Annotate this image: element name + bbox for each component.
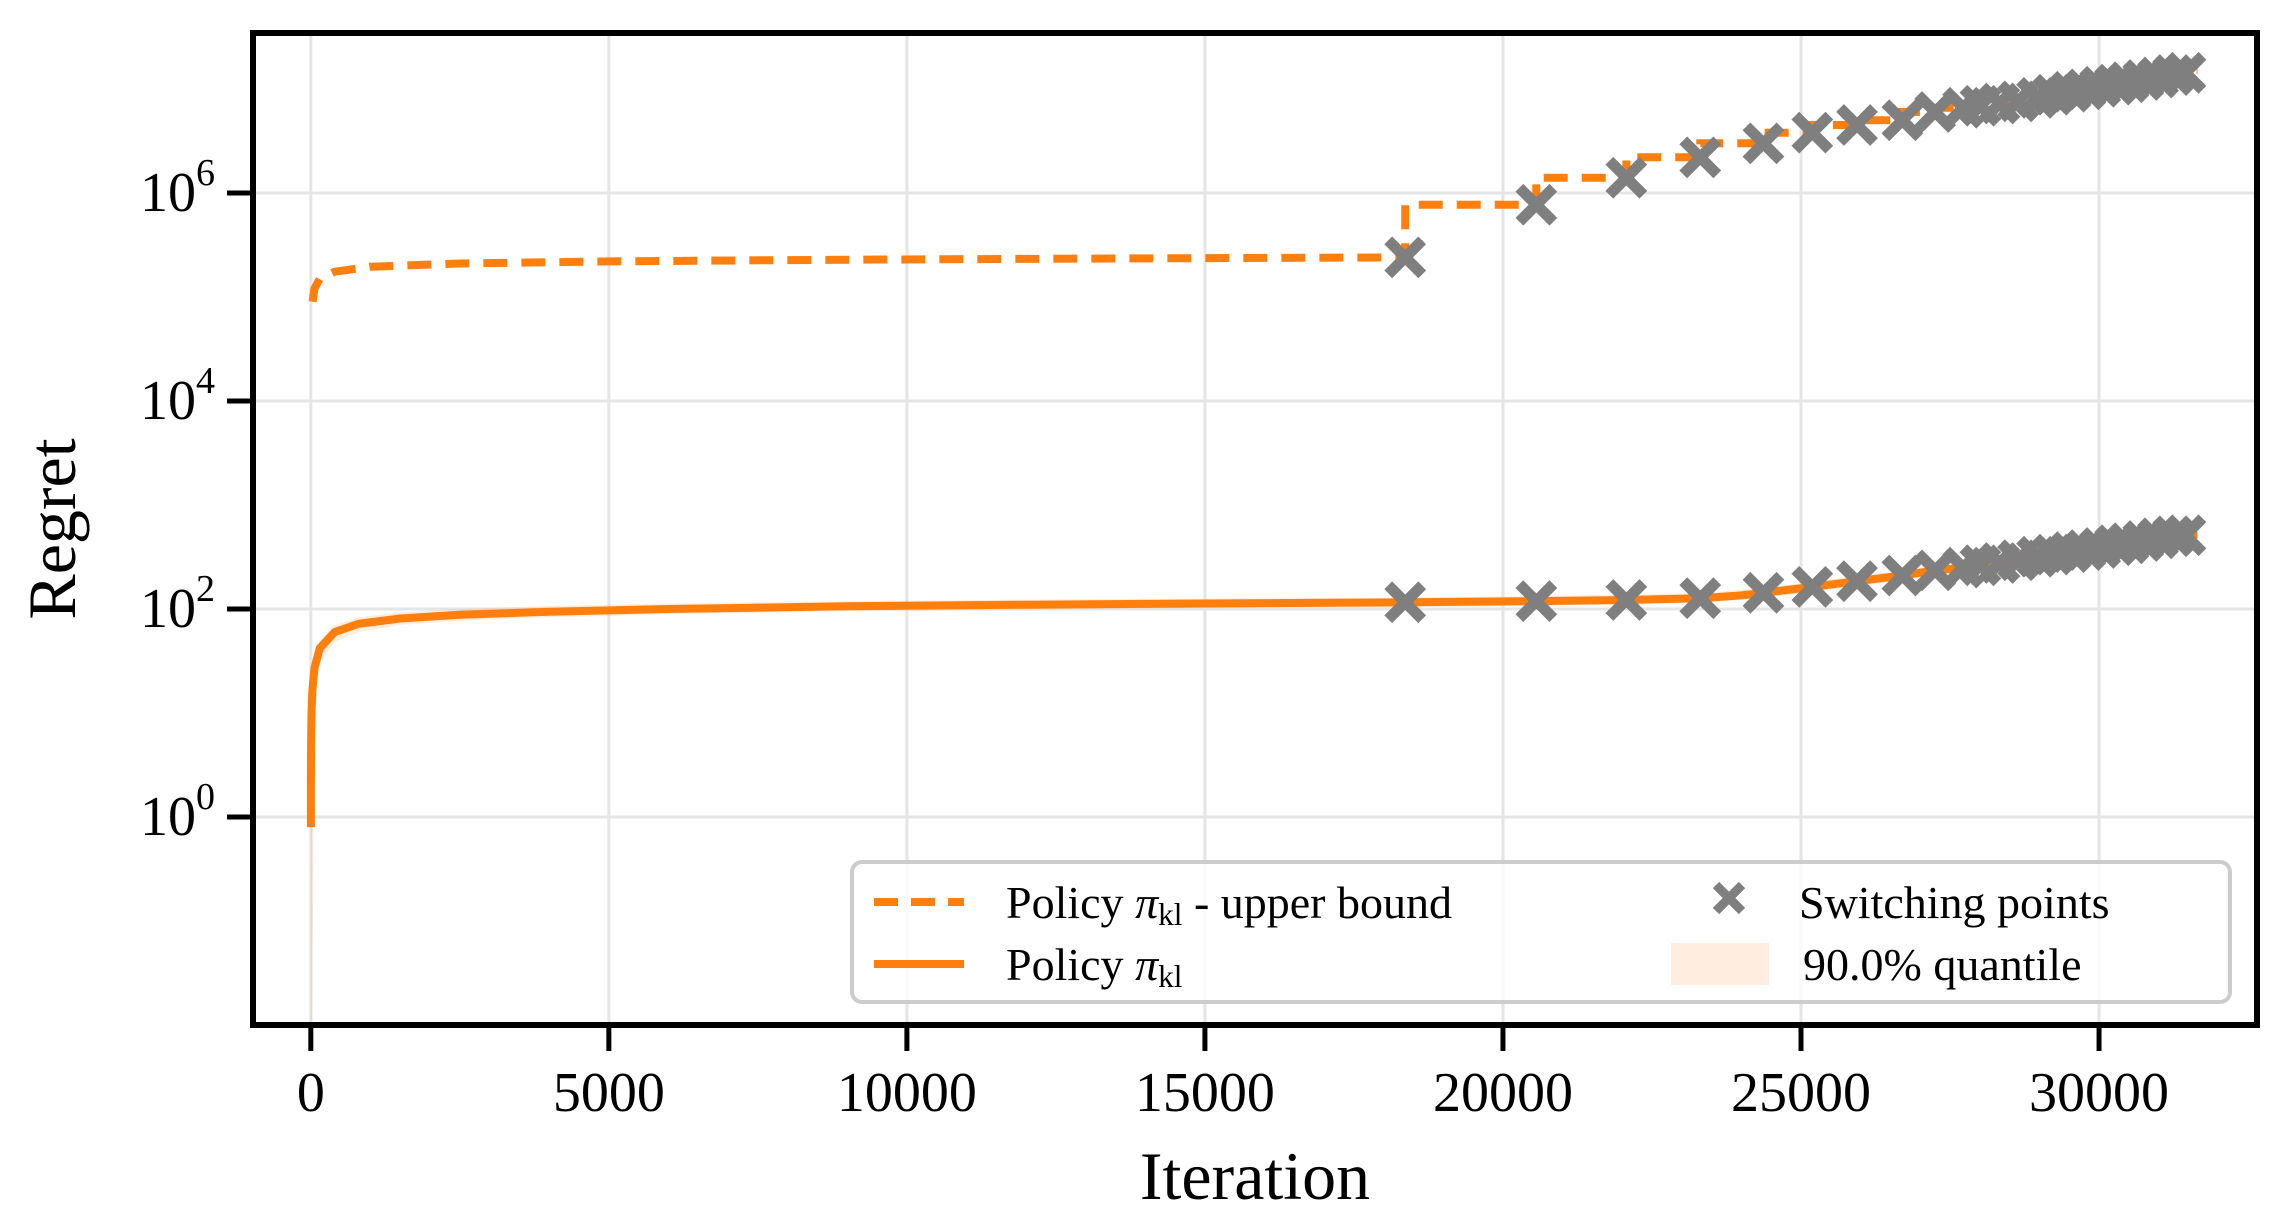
quantile-patch-sample xyxy=(1671,943,1769,985)
legend-label: Policy πkl xyxy=(1006,938,1183,994)
x-tick-label: 20000 xyxy=(1432,1062,1573,1124)
data-lines xyxy=(306,66,2198,828)
legend-item-policy: Policy πkl xyxy=(874,938,1183,994)
x-tick-label: 15000 xyxy=(1134,1062,1275,1124)
legend-label: Policy πkl - upper bound xyxy=(1006,876,1452,932)
y-tick-label: 104 xyxy=(140,359,215,432)
axis-ticks xyxy=(227,190,2102,1051)
x-axis-label: Iteration xyxy=(1139,1138,1371,1214)
y-tick-label: 100 xyxy=(140,775,215,848)
y-tick-label: 106 xyxy=(140,151,215,224)
x-tick-label: 0 xyxy=(296,1062,325,1124)
x-tick-label: 25000 xyxy=(1731,1062,1871,1124)
legend-item-quantile: 90.0% quantile xyxy=(1671,938,2082,990)
legend-item-upper-bound: Policy πkl - upper bound xyxy=(874,876,1452,932)
legend: Policy πkl - upper bound Policy πkl Swit… xyxy=(850,860,2232,1004)
dashed-line-sample xyxy=(874,898,964,906)
gridlines xyxy=(253,33,2257,1025)
legend-item-switching-points: Switching points xyxy=(1709,876,2110,928)
switching-point-markers xyxy=(1384,51,2207,624)
y-axis-label: Regret xyxy=(14,438,90,620)
x-tick-label: 10000 xyxy=(836,1062,977,1124)
x-tick-label: 30000 xyxy=(2029,1062,2170,1124)
legend-label: Switching points xyxy=(1799,876,2110,928)
legend-label: 90.0% quantile xyxy=(1803,938,2082,990)
x-tick-label: 5000 xyxy=(552,1062,665,1124)
x-marker-icon xyxy=(1709,876,1749,929)
plot-border xyxy=(250,30,2260,1028)
solid-line-sample xyxy=(874,960,964,968)
y-tick-label: 102 xyxy=(140,567,215,640)
